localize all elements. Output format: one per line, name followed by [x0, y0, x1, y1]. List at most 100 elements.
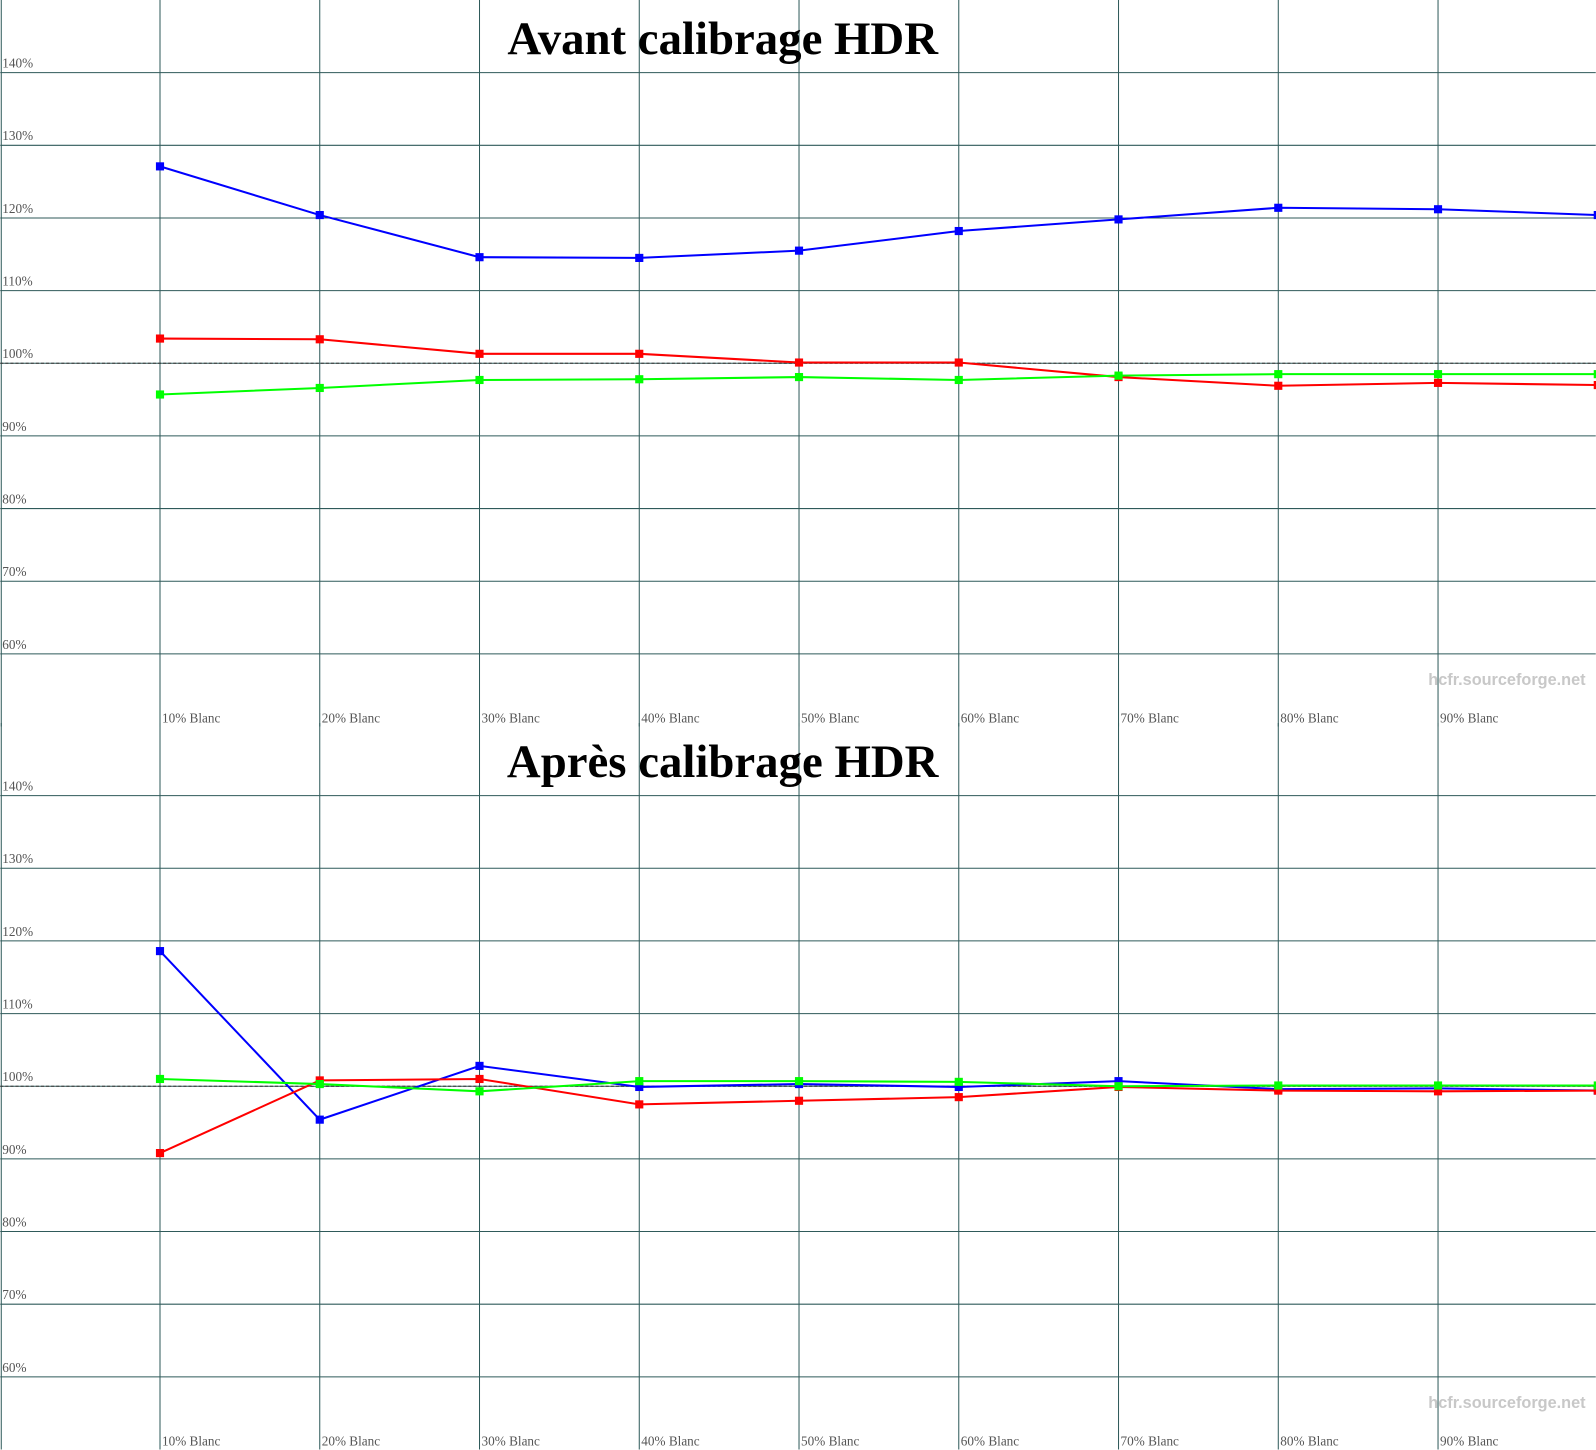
y-tick-label: 100%: [2, 346, 33, 361]
x-tick-label: 30% Blanc: [482, 1433, 541, 1448]
data-point: [1274, 1081, 1283, 1090]
x-tick-label: 30% Blanc: [482, 710, 541, 725]
data-point: [1433, 1087, 1443, 1096]
data-point: [1593, 1086, 1596, 1095]
data-point: [794, 358, 804, 367]
y-tick-label: 70%: [2, 1287, 26, 1302]
data-point: [1433, 205, 1443, 214]
x-tick-label: 10% Blanc: [162, 1433, 221, 1448]
y-tick-label: 80%: [2, 1214, 26, 1229]
x-tick-label: 40% Blanc: [641, 1433, 700, 1448]
y-tick-label: 60%: [2, 637, 26, 652]
data-point: [155, 162, 165, 171]
data-point: [1114, 215, 1123, 224]
data-point: [794, 1077, 804, 1086]
data-point: [1593, 380, 1596, 390]
x-tick-label: 90% Blanc: [1440, 710, 1499, 725]
data-point: [1274, 203, 1283, 212]
y-tick-label: 120%: [2, 924, 33, 939]
y-tick-label: 140%: [2, 56, 33, 71]
x-tick-label: 10% Blanc: [162, 710, 221, 725]
y-tick-label: 60%: [2, 1360, 26, 1375]
data-point: [155, 1148, 165, 1158]
x-tick-label: 50% Blanc: [801, 1433, 860, 1448]
data-point: [635, 1082, 644, 1092]
y-tick-label: 110%: [2, 996, 32, 1011]
x-tick-label: 50% Blanc: [801, 710, 860, 725]
x-tick-label: 60% Blanc: [961, 1433, 1020, 1448]
data-point: [635, 375, 644, 384]
data-point: [635, 349, 644, 358]
data-point: [954, 226, 963, 236]
data-point: [475, 1074, 484, 1084]
x-tick-label: 80% Blanc: [1280, 1433, 1339, 1448]
data-point: [475, 1087, 484, 1096]
data-point: [1114, 371, 1123, 380]
data-point: [1433, 370, 1443, 379]
series-line: [159, 950, 1596, 1121]
x-tick-label: 70% Blanc: [1121, 710, 1180, 725]
data-point: [954, 358, 963, 367]
data-point: [954, 1077, 963, 1086]
x-tick-label: 80% Blanc: [1280, 710, 1339, 725]
data-point: [794, 372, 804, 382]
data-point: [475, 253, 484, 262]
data-point: [155, 390, 165, 399]
data-point: [315, 210, 324, 220]
series-line: [159, 337, 1596, 387]
data-point: [475, 375, 484, 385]
data-point: [475, 349, 484, 358]
data-point: [1274, 1086, 1283, 1095]
data-point: [1114, 1077, 1123, 1086]
x-tick-label: 40% Blanc: [641, 710, 700, 725]
data-point: [1593, 210, 1596, 220]
watermark: hcfr.sourceforge.net: [1428, 1394, 1586, 1412]
x-tick-label: 20% Blanc: [322, 1433, 381, 1448]
chart-title: Après calibrage HDR: [507, 736, 940, 788]
data-point: [1433, 1081, 1443, 1090]
data-point: [954, 375, 963, 385]
y-tick-label: 100%: [2, 1069, 33, 1084]
x-tick-label: 20% Blanc: [322, 710, 381, 725]
series-line: [159, 373, 1596, 396]
y-tick-label: 90%: [2, 1142, 26, 1157]
series-line: [159, 1077, 1596, 1154]
y-tick-label: 140%: [2, 779, 33, 794]
y-tick-label: 70%: [2, 564, 26, 579]
data-point: [635, 1100, 644, 1109]
data-point: [794, 246, 804, 255]
y-tick-label: 120%: [2, 201, 33, 216]
y-tick-label: 110%: [2, 274, 32, 289]
data-point: [155, 947, 165, 956]
data-point: [315, 1079, 324, 1089]
data-point: [954, 1093, 963, 1102]
data-point: [475, 1061, 484, 1070]
data-point: [315, 1115, 324, 1124]
y-tick-label: 130%: [2, 851, 33, 866]
data-point: [1274, 370, 1283, 379]
data-point: [1114, 1082, 1123, 1091]
data-point: [155, 1074, 165, 1084]
series-line: [159, 165, 1596, 259]
data-point: [954, 1082, 963, 1092]
x-tick-label: 60% Blanc: [961, 710, 1020, 725]
data-point: [1593, 1081, 1596, 1090]
data-point: [635, 1077, 644, 1086]
chart-title: Avant calibrage HDR: [507, 13, 939, 65]
data-point: [315, 335, 324, 344]
data-point: [1433, 378, 1443, 387]
data-point: [155, 334, 165, 343]
watermark: hcfr.sourceforge.net: [1428, 671, 1586, 689]
series-line: [159, 1077, 1596, 1093]
data-point: [1593, 370, 1596, 379]
y-tick-label: 90%: [2, 419, 26, 434]
data-point: [635, 253, 644, 262]
y-tick-label: 130%: [2, 128, 33, 143]
x-tick-label: 90% Blanc: [1440, 1433, 1499, 1448]
y-tick-label: 80%: [2, 491, 26, 506]
x-tick-label: 70% Blanc: [1121, 1433, 1180, 1448]
data-point: [794, 1096, 804, 1105]
data-point: [315, 383, 324, 393]
data-point: [1274, 381, 1283, 390]
